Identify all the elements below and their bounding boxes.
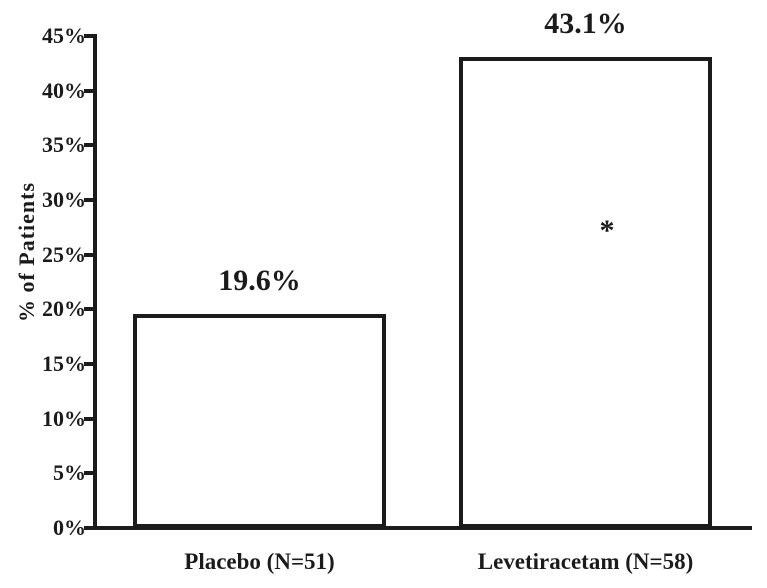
y-tick-label: 20% [42, 296, 86, 322]
y-tick-label: 5% [53, 460, 86, 486]
y-tick-label: 0% [53, 515, 86, 540]
y-tick-mark [84, 143, 94, 148]
y-tick-label: 30% [42, 187, 86, 212]
bar-levetiracetam [459, 56, 712, 528]
y-tick-label: 40% [42, 77, 86, 103]
y-tick-mark [84, 198, 94, 202]
y-tick-mark [84, 252, 94, 257]
y-tick-mark [84, 416, 94, 421]
x-axis-line [93, 526, 752, 530]
y-tick-mark [84, 307, 94, 312]
y-tick-label: 10% [42, 405, 86, 431]
y-tick-mark [84, 362, 94, 366]
significance-asterisk: * [599, 214, 615, 247]
bar-value-label: 43.1% [544, 6, 627, 40]
y-tick-label: 25% [42, 241, 86, 267]
y-axis-line [93, 34, 97, 530]
y-tick-label: 35% [42, 132, 86, 158]
y-tick-mark [84, 526, 94, 530]
bar-placebo [133, 313, 386, 528]
y-tick-mark [84, 88, 94, 93]
bar-value-label: 19.6% [218, 263, 301, 297]
x-category-label: Levetiracetam (N=58) [477, 549, 694, 574]
y-tick-label: 15% [42, 351, 86, 376]
y-tick-mark [84, 471, 94, 476]
y-tick-label: 45% [42, 23, 86, 48]
x-category-label: Placebo (N=51) [184, 549, 335, 574]
y-tick-mark [84, 34, 94, 38]
